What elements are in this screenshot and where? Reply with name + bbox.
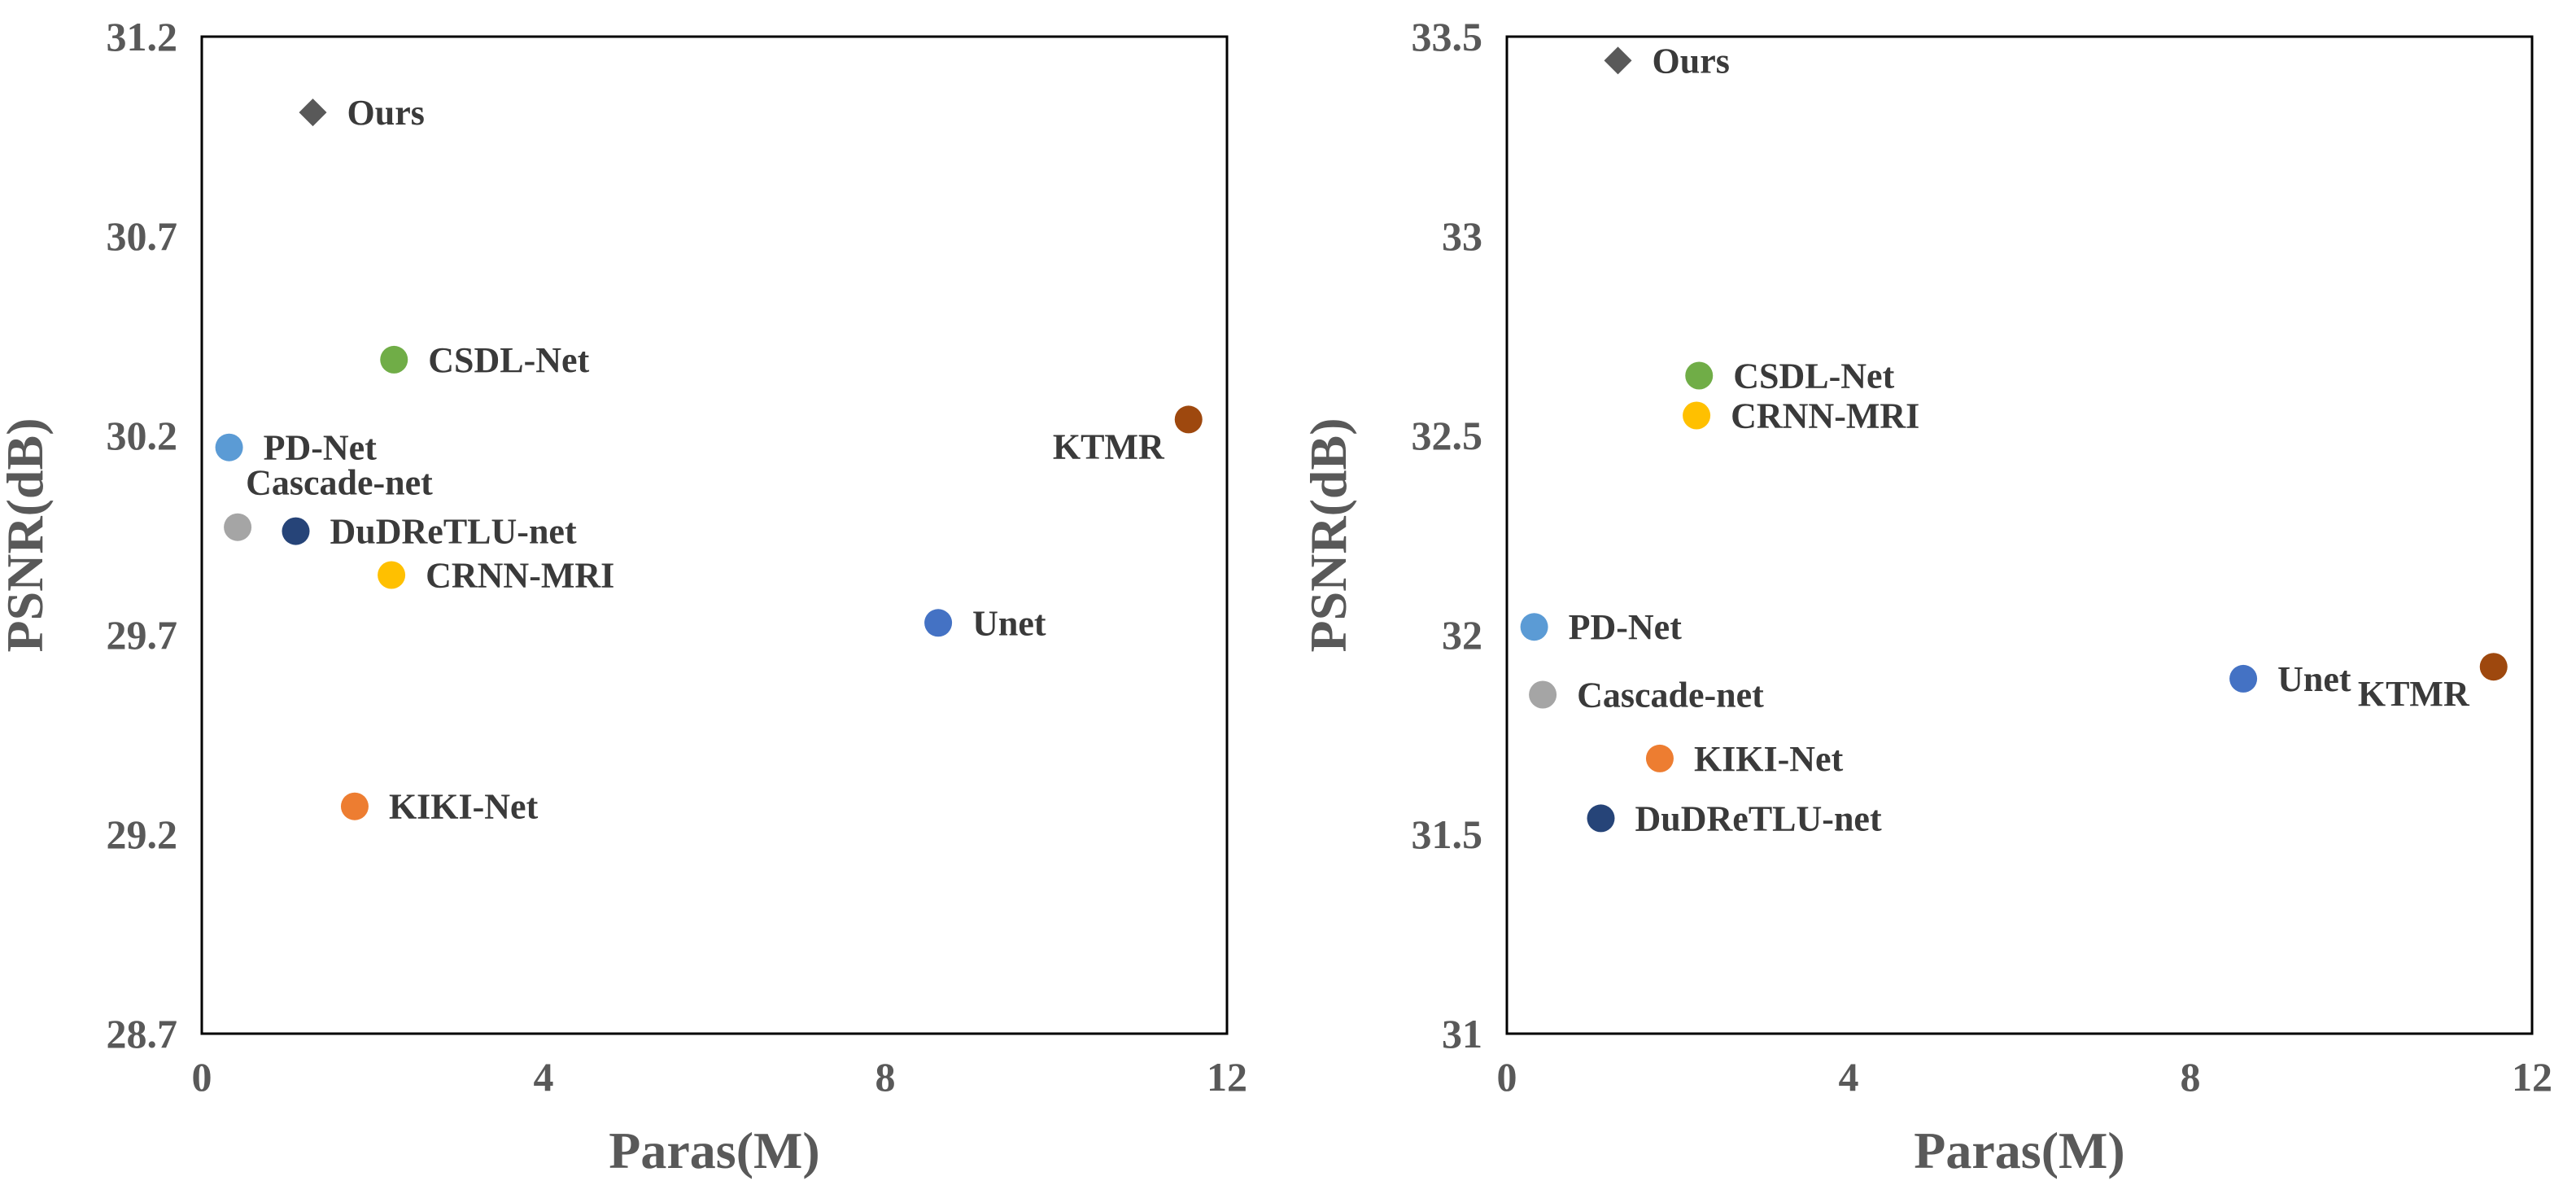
y-tick-label: 31.2 [107,14,178,59]
point-label-cascade-net: Cascade-net [1577,676,1764,715]
y-tick-label: 33.5 [1412,14,1483,59]
x-tick-label: 4 [1839,1054,1859,1100]
point-csdl-net [1685,361,1714,390]
x-tick-label: 12 [2512,1054,2552,1100]
x-tick-label: 8 [875,1054,896,1100]
point-label-crnn-mri: CRNN-MRI [426,556,614,596]
x-tick-label: 0 [192,1054,212,1100]
x-axis-title: Paras(M) [609,1122,819,1179]
y-tick-label: 32.5 [1412,413,1483,458]
point-label-unet: Unet [972,603,1046,643]
point-cascade-net [224,513,252,541]
x-tick-label: 12 [1207,1054,1247,1100]
point-pd-net [1520,613,1548,641]
y-tick-label: 29.2 [107,811,178,857]
point-crnn-mri [378,561,406,589]
point-dudretlu-net [282,517,310,545]
plot-frame [1505,35,2534,1035]
chart-2: 31 31.5 32 32.5 33 33.5 0 4 8 12 Paras(M) PSNR(dB) O… [1299,14,2552,1179]
point-label-crnn-mri: CRNN-MRI [1731,396,1919,436]
y-axis-title: PSNR(dB) [0,418,54,652]
point-label-kiki-net: KIKI-Net [1694,739,1844,779]
point-ours [1604,46,1632,75]
point-dudretlu-net [1587,804,1615,833]
x-tick-label: 8 [2181,1054,2201,1100]
y-tick-label: 28.7 [107,1011,178,1056]
point-label-unet: Unet [2277,659,2351,699]
x-tick-label: 0 [1497,1054,1517,1100]
point-label-ours: Ours [1653,41,1730,81]
point-label-ktmr: KTMR [2358,674,2470,714]
point-unet [2229,664,2258,693]
y-tick-label: 33 [1442,213,1482,259]
y-tick-label: 32 [1442,612,1482,658]
point-kiki-net [340,792,369,820]
point-kiki-net [1645,744,1674,772]
point-label-pd-net: PD-Net [1569,607,1683,647]
point-label-dudretlu-net: DuDReTLU-net [330,512,577,552]
y-axis-title: PSNR(dB) [1299,418,1357,652]
point-ktmr [2479,653,2508,681]
point-label-csdl-net: CSDL-Net [428,340,589,380]
point-label-pd-net: PD-Net [264,428,378,468]
point-pd-net [215,433,243,461]
point-label-ktmr: KTMR [1053,426,1165,466]
point-ours [299,98,327,127]
point-cascade-net [1529,680,1557,709]
y-tick-label: 31.5 [1412,811,1483,857]
point-csdl-net [380,345,408,374]
point-label-cascade-net: Cascade-net [246,463,433,503]
point-label-kiki-net: KIKI-Net [389,787,539,827]
x-axis-title: Paras(M) [1914,1122,2124,1179]
point-ktmr [1174,405,1203,434]
point-label-dudretlu-net: DuDReTLU-net [1635,798,1882,838]
y-tick-label: 31 [1442,1011,1482,1056]
y-tick-label: 30.2 [107,413,178,458]
point-crnn-mri [1683,401,1711,430]
point-unet [924,609,953,637]
y-tick-label: 29.7 [107,612,178,658]
chart-1: 28.7 29.2 29.7 30.2 30.7 31.2 0 4 8 12 Paras(M) PSN… [0,14,1247,1179]
point-label-ours: Ours [347,93,425,133]
plot-frame [200,35,1229,1035]
y-tick-label: 30.7 [107,213,178,259]
point-label-csdl-net: CSDL-Net [1733,356,1894,396]
x-tick-label: 4 [534,1054,554,1100]
